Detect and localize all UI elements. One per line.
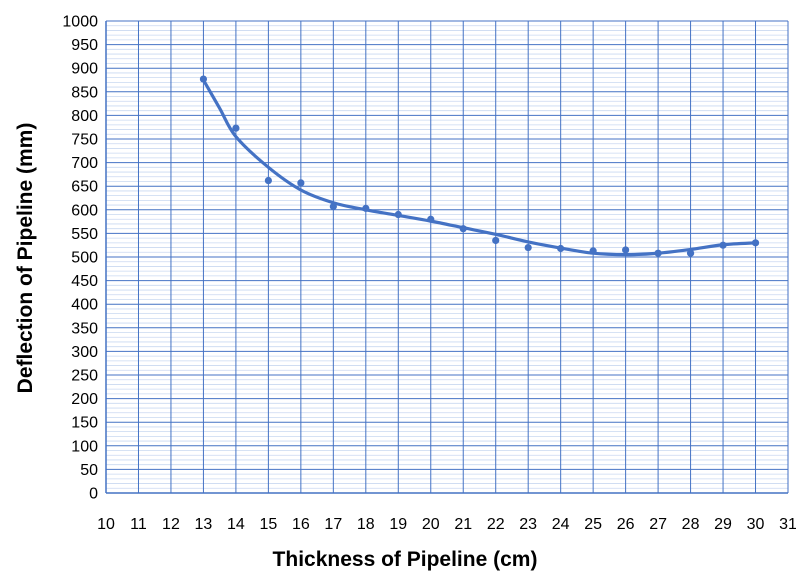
y-tick-label: 50	[80, 462, 98, 479]
y-tick-label: 200	[71, 391, 98, 408]
data-point	[557, 244, 565, 253]
x-tick-label: 31	[779, 516, 796, 533]
x-tick-label: 22	[487, 516, 505, 533]
data-point	[719, 241, 727, 249]
x-tick-label: 28	[682, 516, 700, 533]
data-point	[297, 179, 305, 187]
x-tick-label: 21	[454, 516, 472, 533]
major-grid	[105, 20, 789, 494]
data-point	[589, 247, 597, 255]
x-tick-label: 20	[422, 516, 440, 533]
data-point	[524, 243, 532, 252]
y-tick-label: 1000	[62, 14, 98, 31]
y-axis-title: Deflection of Pipeline (mm)	[14, 123, 37, 394]
data-point	[264, 176, 272, 185]
x-tick-label: 30	[747, 516, 765, 533]
y-tick-label: 400	[71, 297, 98, 314]
data-point	[394, 210, 402, 219]
axes	[105, 21, 788, 494]
data-point	[751, 239, 760, 247]
x-tick-label: 13	[195, 516, 213, 533]
y-tick-label: 700	[71, 155, 98, 172]
data-points	[199, 75, 760, 257]
y-tick-label: 150	[71, 415, 98, 432]
y-tick-label: 550	[71, 226, 98, 243]
x-tick-labels: 10 11 12 13 14 15 16 17 18 19 20 21 22 23 24 25 26 27 28 29…	[97, 516, 796, 533]
x-tick-label: 12	[162, 516, 180, 533]
y-tick-label: 950	[71, 37, 98, 54]
x-tick-label: 29	[714, 516, 732, 533]
data-point	[427, 215, 435, 223]
minor-grid	[106, 25, 788, 489]
x-tick-label: 25	[584, 516, 602, 533]
x-tick-label: 16	[292, 516, 310, 533]
y-tick-label: 600	[71, 202, 98, 219]
y-tick-label: 350	[71, 320, 98, 337]
data-point	[492, 236, 500, 245]
x-tick-label: 26	[617, 516, 635, 533]
y-tick-label: 450	[71, 273, 98, 290]
x-tick-label: 10	[97, 516, 115, 533]
data-point	[362, 204, 370, 212]
y-tick-label: 750	[71, 132, 98, 149]
data-point	[686, 249, 695, 257]
x-tick-label: 11	[130, 516, 147, 533]
x-axis-title: Thickness of Pipeline (cm)	[273, 548, 538, 571]
y-tick-label: 0	[89, 486, 98, 503]
x-tick-label: 18	[357, 516, 375, 533]
y-tick-label: 500	[71, 250, 98, 267]
y-tick-labels: 0 50 100 150 200 250 300 350 400 450 500 550 600 650 7…	[62, 14, 98, 503]
data-point	[329, 202, 337, 211]
x-tick-label: 15	[259, 516, 277, 533]
data-point	[199, 75, 208, 83]
data-point	[232, 124, 240, 132]
y-tick-label: 900	[71, 61, 98, 78]
y-tick-label: 650	[71, 179, 98, 196]
x-tick-label: 19	[389, 516, 407, 533]
x-tick-label: 14	[227, 516, 245, 533]
x-tick-label: 23	[519, 516, 537, 533]
y-tick-label: 100	[71, 438, 98, 455]
data-point	[459, 225, 467, 233]
y-tick-label: 800	[71, 108, 98, 125]
x-tick-label: 17	[324, 516, 342, 533]
y-tick-label: 850	[71, 84, 98, 101]
data-point	[622, 246, 630, 254]
y-tick-label: 300	[71, 344, 98, 361]
x-tick-label: 24	[552, 516, 570, 533]
data-point	[654, 249, 662, 257]
y-tick-label: 250	[71, 368, 98, 385]
x-tick-label: 27	[649, 516, 667, 533]
